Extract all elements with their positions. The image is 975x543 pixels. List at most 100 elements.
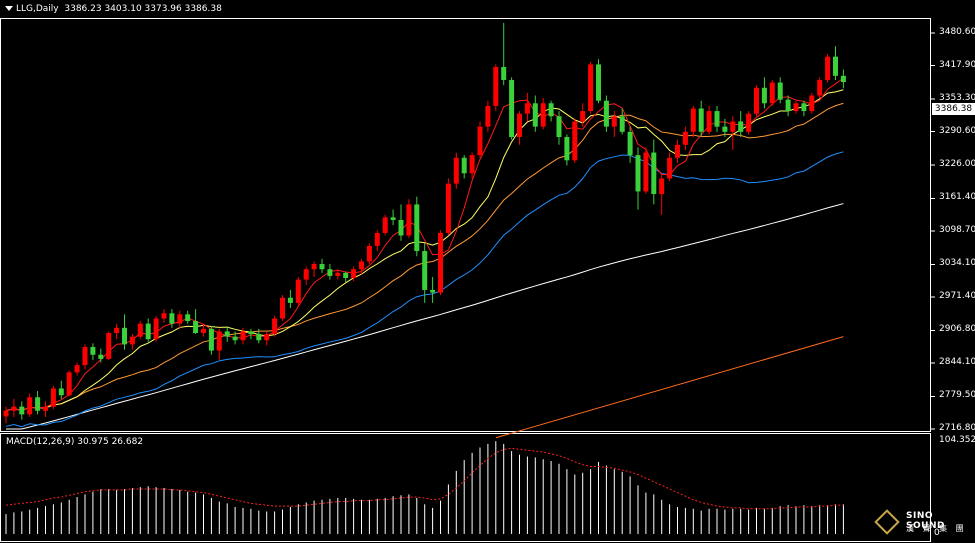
macd-label: MACD(12,26,9) 30.975 26.682 (6, 437, 144, 447)
candle-body (453, 157, 459, 184)
candle-body (540, 103, 546, 127)
candle-body (43, 406, 48, 411)
candle-body (603, 100, 609, 127)
candle-body (201, 328, 206, 333)
candle-body (635, 155, 641, 192)
candle-body (351, 269, 357, 279)
candle-body (256, 334, 262, 341)
macd-signal-series (5, 447, 844, 510)
price-axis-label: 2716.80 (939, 423, 975, 433)
candle-body (58, 388, 64, 396)
candle-body (398, 219, 404, 236)
candle-body (19, 406, 25, 415)
candle-body (90, 346, 96, 355)
price-axis-label: 3480.60 (939, 27, 975, 37)
price-axis-label: 3353.30 (939, 93, 975, 103)
price-axis-label: 3098.70 (939, 225, 975, 235)
candle-body (461, 157, 467, 174)
candle-body (27, 397, 33, 415)
candle-body (280, 297, 285, 319)
ma-yellow-line (5, 89, 844, 412)
candle-body (801, 103, 807, 112)
candle-body (272, 318, 278, 335)
candle-body (493, 67, 499, 106)
candle-body (469, 155, 475, 174)
candle-body (517, 113, 522, 138)
chart-header: LLG,Daily 3386.23 3403.10 3373.96 3386.3… (0, 4, 222, 14)
candle-body (66, 372, 72, 396)
candle-body (216, 331, 222, 351)
candle-body (509, 79, 515, 138)
candle-body (422, 251, 428, 290)
candle-body (817, 79, 823, 96)
candle-body (264, 334, 270, 341)
candle-body (445, 183, 451, 233)
candle-body (311, 264, 317, 270)
candle-body (659, 178, 665, 195)
candle-body (374, 232, 380, 246)
candle-body (833, 56, 838, 76)
logo-brand-text: SINO SOUND (906, 511, 945, 531)
candle-body (382, 217, 388, 233)
candle-body (627, 131, 633, 156)
candle-body (327, 269, 333, 276)
candle-body (722, 126, 728, 132)
candle-body (793, 103, 799, 112)
candle-body (643, 152, 649, 192)
candle-body (406, 204, 412, 236)
candle-body (366, 245, 372, 262)
price-axis-ticks (931, 32, 935, 430)
candle-body (11, 406, 17, 411)
candle-body (287, 297, 293, 303)
candle-body (438, 232, 443, 293)
candle-body (359, 261, 364, 270)
candle-body (390, 217, 396, 220)
candle-body (224, 331, 230, 337)
macd-zero-label: 0 (934, 528, 940, 538)
symbol-label: LLG,Daily (16, 4, 59, 14)
candle-body (161, 313, 167, 319)
candle-body (682, 131, 688, 145)
candle-body (714, 111, 720, 127)
price-axis-label: 3161.40 (939, 192, 975, 203)
candle-body (240, 331, 246, 341)
candle-body (106, 332, 112, 359)
candle-body (769, 82, 775, 104)
candlestick-series (3, 22, 846, 424)
candle-body (619, 116, 625, 132)
price-axis-label: 3290.60 (939, 125, 975, 136)
candle-body (596, 64, 601, 101)
candle-body (185, 314, 191, 322)
ma-red-line (5, 77, 844, 412)
price-axis-label: 2971.40 (939, 291, 975, 301)
chart-frame (0, 18, 931, 542)
candle-body (651, 152, 657, 195)
candle-body (343, 272, 349, 279)
sino-sound-logo: SINO SOUND 漢 聲 集 團 (874, 509, 974, 543)
candle-body (706, 111, 712, 132)
ma-long-line (495, 336, 844, 439)
candle-body (3, 410, 9, 417)
price-axis-label: 2906.80 (939, 324, 975, 335)
candle-body (477, 126, 483, 156)
candle-body (137, 323, 143, 337)
diamond-logo-icon (874, 509, 900, 535)
candle-body (153, 318, 159, 340)
price-axis-label: 2779.50 (939, 390, 975, 401)
price-axis-label: 3226.00 (939, 159, 975, 169)
candle-body (193, 321, 199, 333)
price-axis-label: 3417.90 (939, 59, 975, 70)
ma-white-line (6, 203, 844, 430)
price-axis-label: 3034.10 (939, 258, 975, 269)
candle-body (675, 144, 680, 158)
candle-body (777, 82, 783, 100)
candle-body (588, 64, 594, 112)
candle-body (556, 116, 562, 138)
candle-body (754, 87, 759, 114)
candle-body (698, 108, 704, 132)
candle-body (785, 99, 791, 112)
dropdown-triangle-icon[interactable] (5, 5, 13, 11)
candle-body (303, 269, 309, 280)
candle-body (50, 388, 56, 407)
